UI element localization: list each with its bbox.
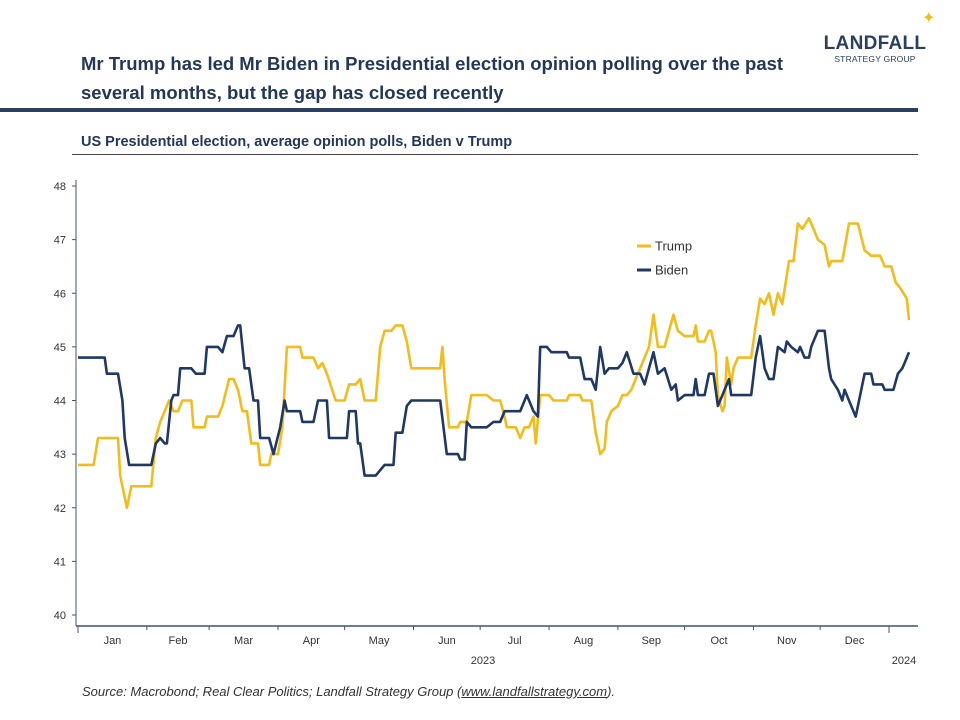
y-tick-label: 42 [54, 503, 66, 515]
series-line-biden [78, 324, 911, 477]
x-tick-label: Jan [104, 635, 122, 647]
legend-label-trump: Trump [655, 239, 692, 254]
x-tick-label: May [369, 635, 390, 647]
x-tick-label: Jul [508, 635, 522, 647]
y-tick-label: 48 [54, 181, 66, 193]
chart-title-divider [72, 154, 918, 155]
y-tick-label: 41 [54, 556, 66, 568]
year-label-2024: 2024 [892, 655, 916, 667]
x-tick-label: Aug [574, 635, 594, 647]
x-tick-label: Dec [845, 635, 865, 647]
x-tick-label: Oct [710, 635, 727, 647]
logo: LANDFALL STRATEGY GROUP [822, 33, 928, 65]
x-tick-label: Jun [438, 635, 456, 647]
source-link[interactable]: www.landfallstrategy.com [461, 684, 608, 699]
y-tick-label: 44 [54, 396, 66, 408]
logo-main-text: LANDFALL [823, 33, 927, 54]
page-title: Mr Trump has led Mr Biden in Presidentia… [81, 53, 784, 103]
y-tick-label: 40 [54, 610, 66, 622]
chart-title: US Presidential election, average opinio… [81, 134, 513, 150]
star-icon: ✦ [922, 10, 936, 27]
series-line-trump [78, 216, 911, 510]
legend-label-biden: Biden [655, 263, 688, 278]
y-tick-label: 46 [54, 288, 66, 300]
x-tick-label: Apr [303, 635, 320, 647]
y-tick-label: 45 [54, 342, 66, 354]
header-divider [0, 108, 918, 112]
x-tick-label: Feb [169, 635, 188, 647]
year-label-2023: 2023 [471, 655, 495, 667]
source-text: Source: Macrobond; Real Clear Politics; … [82, 684, 462, 699]
x-tick-label: Mar [234, 635, 253, 647]
x-tick-label: Nov [777, 635, 797, 647]
logo-sub-text: STRATEGY GROUP [834, 54, 916, 64]
source-suffix: ). [607, 684, 616, 699]
y-tick-label: 43 [54, 449, 66, 461]
source-note: Source: Macrobond; Real Clear Politics; … [82, 684, 615, 699]
x-tick-label: Sep [641, 635, 661, 647]
y-tick-label: 47 [54, 235, 66, 247]
